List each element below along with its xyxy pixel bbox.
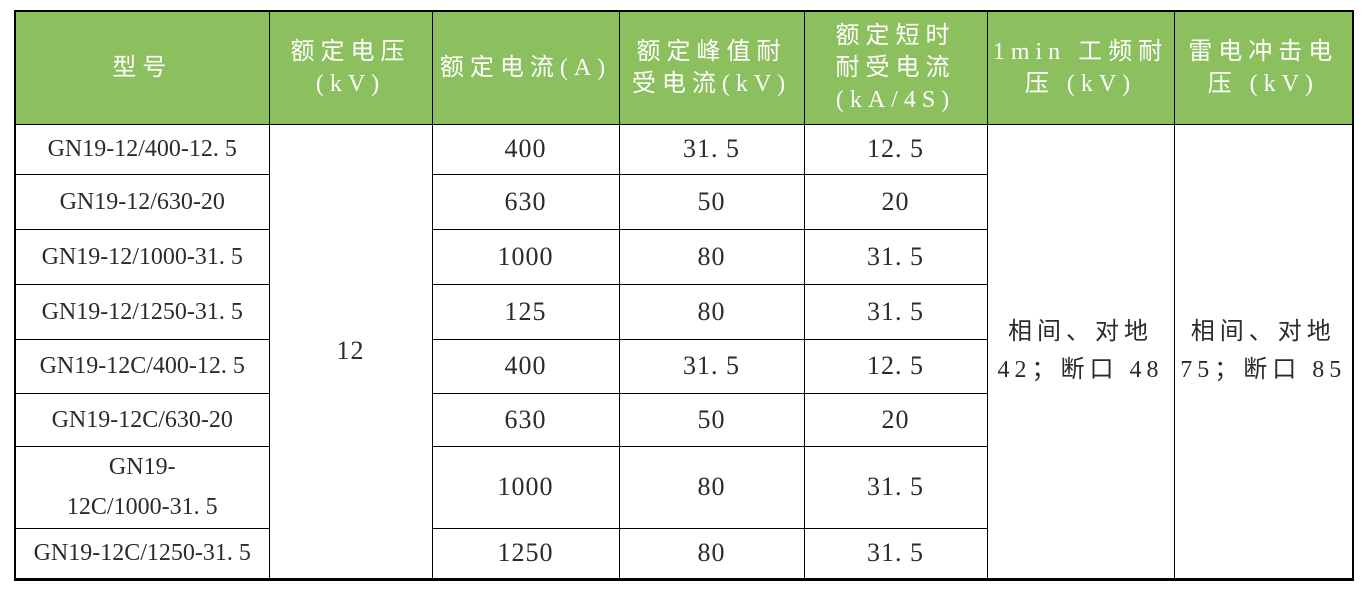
cell-short-time-current: 20 <box>803 392 988 447</box>
table-row: GN19-12/1000-31. 5 1000 80 31. 5 <box>14 228 1353 285</box>
cell-peak-current: 50 <box>618 173 805 230</box>
cell-model: GN19-12/630-20 <box>14 173 270 230</box>
table-row: GN19-12C/400-12. 5 400 31. 5 12. 5 <box>14 338 1353 394</box>
cell-model: GN19-12C/1250-31. 5 <box>14 527 270 580</box>
cell-model: GN19-12C/630-20 <box>14 392 270 447</box>
table-row: GN19-12C/1250-31. 5 1250 80 31. 5 <box>14 527 1353 580</box>
cell-rated-current: 1000 <box>431 228 620 285</box>
table-header: 型号 额定电压 (kV) 额定电流(A) 额定峰值耐 受电流(kV) 额定短时 … <box>14 10 1354 125</box>
cell-peak-current: 80 <box>618 228 805 285</box>
spec-table: 型号 额定电压 (kV) 额定电流(A) 额定峰值耐 受电流(kV) 额定短时 … <box>14 10 1354 581</box>
cell-peak-current: 80 <box>618 283 805 340</box>
cell-short-time-current: 31. 5 <box>803 283 988 340</box>
cell-peak-current: 80 <box>618 527 805 580</box>
header-lightning-impulse-voltage: 雷电冲击电 压 (kV) <box>1173 10 1354 125</box>
cell-rated-current: 630 <box>431 392 620 447</box>
cell-rated-current: 630 <box>431 173 620 230</box>
cell-model: GN19-12/400-12. 5 <box>14 123 270 175</box>
cell-model: GN19-12C/400-12. 5 <box>14 338 270 394</box>
cell-rated-current: 1250 <box>431 527 620 580</box>
cell-short-time-current: 20 <box>803 173 988 230</box>
header-short-time-withstand-current: 额定短时 耐受电流 (kA/4S) <box>803 10 988 125</box>
cell-short-time-current: 12. 5 <box>803 338 988 394</box>
table-body: GN19-12/400-12. 5 12 400 31. 5 12. 5 相间、… <box>14 123 1354 580</box>
cell-peak-current: 31. 5 <box>618 123 805 175</box>
header-peak-withstand-current: 额定峰值耐 受电流(kV) <box>618 10 805 125</box>
cell-peak-current: 31. 5 <box>618 338 805 394</box>
cell-short-time-current: 12. 5 <box>803 123 988 175</box>
cell-peak-current: 80 <box>618 445 805 529</box>
cell-model: GN19- 12C/1000-31. 5 <box>14 445 270 529</box>
header-rated-voltage: 额定电压 (kV) <box>268 10 433 125</box>
table-row: GN19-12/400-12. 5 12 400 31. 5 12. 5 相间、… <box>14 123 1354 580</box>
cell-power-frequency-merged: 相间、对地 42；断口 48 <box>986 123 1175 580</box>
cell-model: GN19-12/1000-31. 5 <box>14 228 270 285</box>
header-rated-current: 额定电流(A) <box>431 10 620 125</box>
table-row: GN19- 12C/1000-31. 5 1000 80 31. 5 <box>14 445 1353 529</box>
header-power-frequency-withstand-voltage: 1min 工频耐 压 (kV) <box>986 10 1175 125</box>
cell-rated-voltage-merged: 12 <box>268 123 433 580</box>
cell-rated-current: 125 <box>431 283 620 340</box>
header-row: 型号 额定电压 (kV) 额定电流(A) 额定峰值耐 受电流(kV) 额定短时 … <box>14 10 1354 125</box>
cell-rated-current: 400 <box>431 123 620 175</box>
header-model: 型号 <box>14 10 270 125</box>
cell-peak-current: 50 <box>618 392 805 447</box>
cell-model: GN19-12/1250-31. 5 <box>14 283 270 340</box>
cell-lightning-impulse-merged: 相间、对地 75；断口 85 <box>1173 123 1354 580</box>
cell-rated-current: 1000 <box>431 445 620 529</box>
cell-short-time-current: 31. 5 <box>803 228 988 285</box>
table-row: GN19-12/1250-31. 5 125 80 31. 5 <box>14 283 1353 340</box>
table-row: GN19-12C/630-20 630 50 20 <box>14 392 1353 447</box>
cell-short-time-current: 31. 5 <box>803 445 988 529</box>
cell-rated-current: 400 <box>431 338 620 394</box>
cell-short-time-current: 31. 5 <box>803 527 988 580</box>
